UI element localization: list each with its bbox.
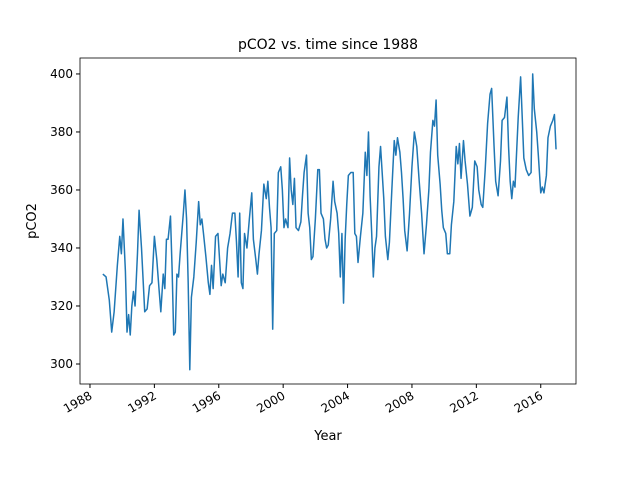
x-tick-label: 2012	[447, 388, 480, 415]
y-axis-label: pCO2	[25, 203, 40, 239]
chart-title: pCO2 vs. time since 1988	[238, 37, 418, 53]
x-tick-label: 2004	[319, 388, 352, 415]
x-tick-label: 1988	[61, 388, 94, 415]
x-tick-label: 2016	[512, 388, 545, 415]
x-tick-label: 2000	[254, 388, 287, 415]
y-tick-label: 380	[50, 125, 73, 139]
y-tick-label: 340	[50, 241, 73, 255]
y-tick-label: 360	[50, 183, 73, 197]
x-tick-label: 2008	[383, 388, 416, 415]
y-tick-label: 320	[50, 299, 73, 313]
x-tick-label: 1992	[125, 388, 158, 415]
data-line	[102, 73, 557, 371]
x-tick-label: 1996	[190, 388, 223, 415]
axes-frame	[79, 57, 577, 385]
x-axis-label: Year	[313, 429, 342, 444]
y-tick-label: 300	[50, 357, 73, 371]
y-tick-label: 400	[50, 67, 73, 81]
